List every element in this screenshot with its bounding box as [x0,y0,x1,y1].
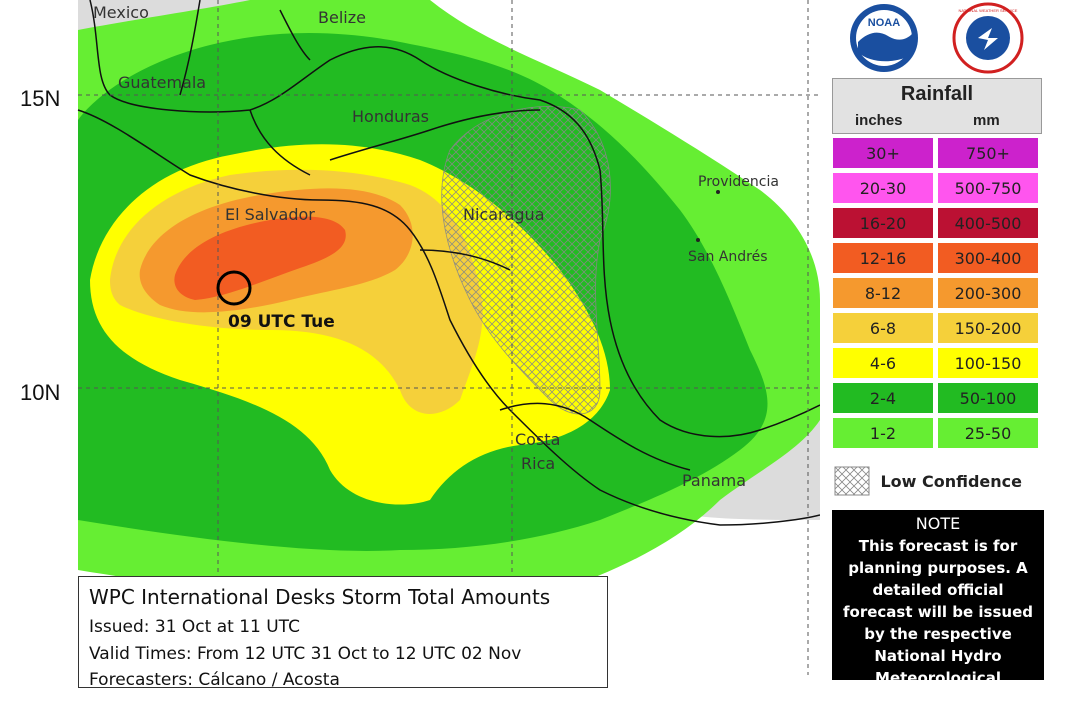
info-valid: Valid Times: From 12 UTC 31 Oct to 12 UT… [89,644,522,664]
legend-swatch-inches: 8-12 [833,278,933,308]
note-body: This forecast is for planning purposes. … [843,537,1033,709]
note-box: NOTE This forecast is for planning purpo… [832,510,1044,709]
providencia-island [716,190,720,194]
legend-swatch-inches: 20-30 [833,173,933,203]
label-honduras: Honduras [352,107,429,126]
legend-title: Rainfall [900,83,974,105]
legend-swatch-inches: 4-6 [833,348,933,378]
label-providencia: Providencia [698,174,779,190]
legend-swatch-mm: 25-50 [938,418,1038,448]
label-guatemala: Guatemala [118,73,206,92]
legend-swatch-inches: 1-2 [833,418,933,448]
low-confidence-area [441,105,611,415]
noaa-logo-text: NOAA [868,17,900,29]
noaa-logo: NOAA [850,4,918,72]
legend-unit-inches: inches [855,112,903,129]
legend-swatch-inches: 6-8 [833,313,933,343]
info-forecasters: Forecasters: Cálcano / Acosta [89,670,340,690]
legend-swatch-inches: 16-20 [833,208,933,238]
rain-band-12-16 [174,216,346,300]
legend-swatch-mm: 750+ [938,138,1038,168]
low-confidence-legend: Low Confidence [834,466,1022,496]
legend-swatch-mm: 200-300 [938,278,1038,308]
hatch-swatch-icon [834,466,870,496]
left-margin [0,0,78,675]
label-panama: Panama [682,471,746,490]
low-confidence-label: Low Confidence [880,471,1023,491]
label-el-salvador: El Salvador [225,205,315,224]
legend-swatch-mm: 150-200 [938,313,1038,343]
legend-swatch-mm: 500-750 [938,173,1038,203]
nws-logo: NATIONAL WEATHER SERVICE [952,2,1024,74]
legend-swatch-inches: 30+ [833,138,933,168]
legend-swatch-mm: 100-150 [938,348,1038,378]
note-title: NOTE [915,514,961,533]
legend-unit-mm: mm [973,112,1000,129]
storm-time-label: 09 UTC Tue [228,312,335,332]
lat-label-15n: 15N [20,86,61,111]
label-rica: Rica [521,454,555,473]
label-belize: Belize [318,8,366,27]
label-nicaragua: Nicaragua [463,205,545,224]
info-title: WPC International Desks Storm Total Amou… [89,585,551,609]
legend-header: Rainfall inches mm [832,78,1042,134]
label-mexico: Mexico [93,3,149,22]
label-san-andres: San Andrés [688,249,767,265]
legend-swatch-inches: 12-16 [833,243,933,273]
country-borders [77,0,820,526]
lat-lon-grid [78,0,820,675]
legend-swatch-mm: 300-400 [938,243,1038,273]
nws-logo-text: NATIONAL WEATHER SERVICE [959,8,1018,13]
legend-swatch-mm: 400-500 [938,208,1038,238]
legend-swatch-mm: 50-100 [938,383,1038,413]
info-box: WPC International Desks Storm Total Amou… [78,576,608,690]
info-issued: Issued: 31 Oct at 11 UTC [89,617,300,637]
legend-swatch-inches: 2-4 [833,383,933,413]
storm-position-marker [216,270,252,306]
rainfall-map: Mexico Belize Guatemala Honduras El Salv… [0,0,820,675]
lat-label-10n: 10N [20,380,61,405]
san-andres-island [696,238,700,242]
label-costa: Costa [515,430,560,449]
